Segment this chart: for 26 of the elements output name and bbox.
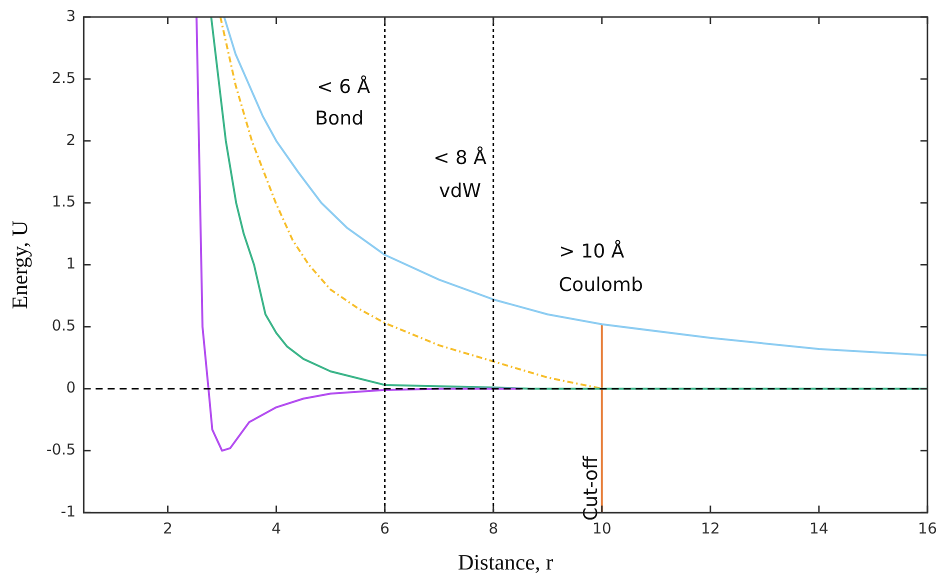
x-axis-title: Distance, r [458, 550, 554, 575]
annotation: < 8 Å [433, 146, 487, 170]
y-tick-label: -0.5 [46, 440, 76, 459]
x-tick-label: 12 [700, 519, 720, 538]
annotation: Coulomb [558, 274, 644, 296]
x-tick-label: 6 [380, 519, 390, 538]
y-tick-label: 2.5 [52, 68, 76, 87]
y-tick-label: 3 [66, 6, 76, 25]
x-tick-label: 8 [488, 519, 498, 538]
annotation: > 10 Å [559, 239, 624, 262]
annotation: Bond [314, 108, 364, 130]
y-tick-label: 0.5 [52, 316, 76, 335]
y-axis-title: Energy, U [6, 220, 32, 310]
x-tick-label: 4 [272, 519, 282, 538]
annotation: vdW [438, 180, 482, 202]
x-tick-label: 14 [809, 519, 828, 538]
y-tick-label: 0 [66, 378, 76, 397]
y-tick-label: 1 [66, 254, 76, 273]
x-tick-label: 10 [592, 519, 612, 538]
annotation: < 6 Å [317, 74, 370, 98]
text: Cut-off [580, 455, 602, 521]
y-tick-label: 2 [66, 130, 76, 149]
y-tick-label: 1.5 [52, 192, 76, 211]
y-tick-label: -1 [60, 502, 76, 520]
x-tick-label: 2 [163, 519, 173, 538]
x-tick-label: 16 [918, 519, 938, 538]
